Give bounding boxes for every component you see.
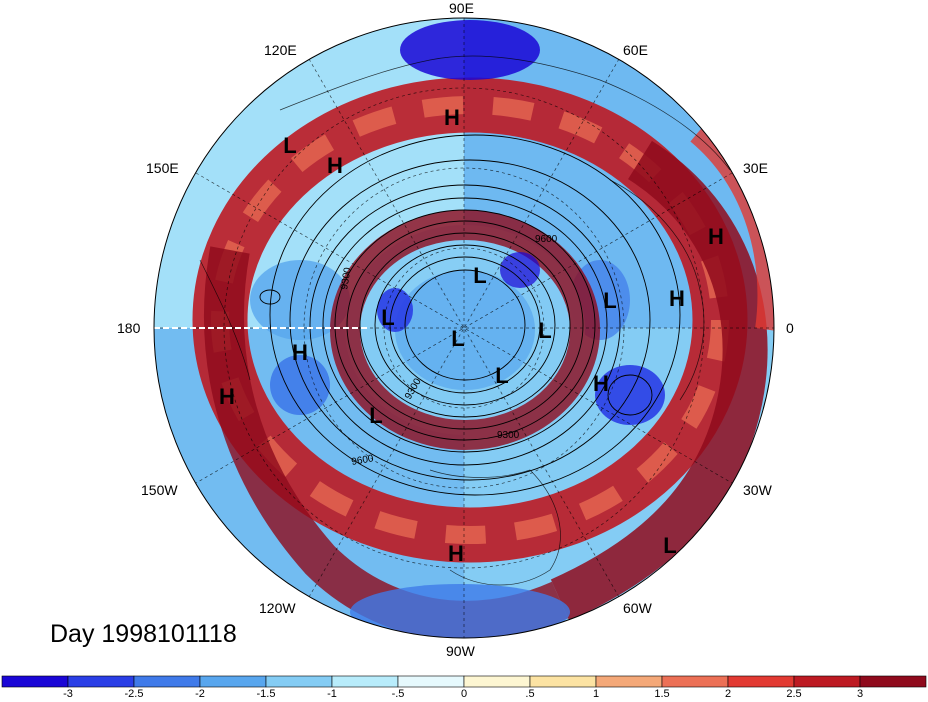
colorbar-swatch: [661, 675, 729, 688]
colorbar-tick: -3: [63, 688, 73, 700]
high-center-north-america: H: [448, 541, 464, 566]
colorbar-tick: -1.5: [256, 688, 276, 700]
height-contours: [259, 134, 681, 496]
high-center-siberia: H: [444, 105, 460, 130]
colorbar-tick: 2: [724, 688, 732, 700]
colorbar-tick: .5: [525, 688, 535, 700]
lon-label-150w: 150W: [141, 482, 178, 498]
colorbar-swatch: [397, 675, 465, 688]
colorbar-tick: 1.5: [654, 688, 670, 700]
pressure-centers: H L H H H L L L L L L H H L H H L: [219, 105, 724, 566]
coastlines: [199, 55, 731, 586]
colorbar-swatch: [793, 675, 861, 688]
colorbar-tick: 1: [592, 688, 600, 700]
low-center-siberia-arctic: L: [381, 305, 394, 330]
colorbar: [1, 675, 927, 688]
lon-label-90w: 90W: [446, 643, 475, 659]
colorbar-swatch: [133, 675, 201, 688]
contour-label: 9300: [339, 266, 354, 290]
colorbar-swatch: [595, 675, 663, 688]
day-title: Day 1998101118: [50, 620, 237, 648]
lon-label-150e: 150E: [146, 160, 179, 176]
contour-label: 9600: [351, 453, 375, 468]
lon-label-60e: 60E: [623, 42, 648, 58]
low-center-polar-top: L: [473, 263, 486, 288]
colorbar-tick: 0: [460, 688, 468, 700]
map-border: [153, 17, 775, 639]
colorbar-tick: -2: [195, 688, 205, 700]
contour-label: 9300: [497, 430, 520, 441]
colorbar-tick: -1: [327, 688, 337, 700]
high-center-north-pacific: H: [292, 340, 308, 365]
colorbar-tick: -2.5: [124, 688, 144, 700]
low-center-far-east: L: [283, 133, 296, 158]
colorbar-swatch: [199, 675, 267, 688]
colorbar-swatch: [727, 675, 795, 688]
colorbar-swatch: [331, 675, 399, 688]
low-center-pole: L: [451, 326, 464, 351]
lon-label-30e: 30E: [743, 160, 768, 176]
low-center-south-atlantic: L: [663, 533, 676, 558]
colorbar-tick: 2.5: [786, 688, 802, 700]
lon-label-120w: 120W: [259, 600, 296, 616]
low-center-gulf-of-alaska: L: [369, 403, 382, 428]
lon-label-120e: 120E: [264, 42, 297, 58]
low-center-scandinavia: L: [603, 288, 616, 313]
high-center-central-pacific: H: [219, 384, 235, 409]
colorbar-tick: -.5: [391, 688, 405, 700]
colorbar-swatch: [265, 675, 333, 688]
high-center-north-africa: H: [708, 224, 724, 249]
contour-label: 9600: [535, 234, 558, 245]
low-center-europe-arctic: L: [538, 318, 551, 343]
anomaly-field: [154, 18, 774, 638]
lon-label-0: 0: [786, 320, 794, 336]
colorbar-swatch: [859, 675, 927, 688]
high-center-east-asia: H: [327, 153, 343, 178]
lon-label-90e: 90E: [449, 0, 474, 16]
colorbar-tick: 3: [856, 688, 864, 700]
colorbar-swatch: [463, 675, 531, 688]
graticule: [154, 18, 774, 638]
lon-label-60w: 60W: [623, 600, 652, 616]
colorbar-swatch: [67, 675, 135, 688]
low-center-greenland: L: [495, 363, 508, 388]
colorbar-swatch: [1, 675, 69, 688]
high-center-atlantic: H: [593, 371, 609, 396]
colorbar-swatch: [529, 675, 597, 688]
lon-label-30w: 30W: [743, 482, 772, 498]
high-center-middle-east: H: [669, 286, 685, 311]
lon-label-180: 180: [117, 320, 141, 336]
